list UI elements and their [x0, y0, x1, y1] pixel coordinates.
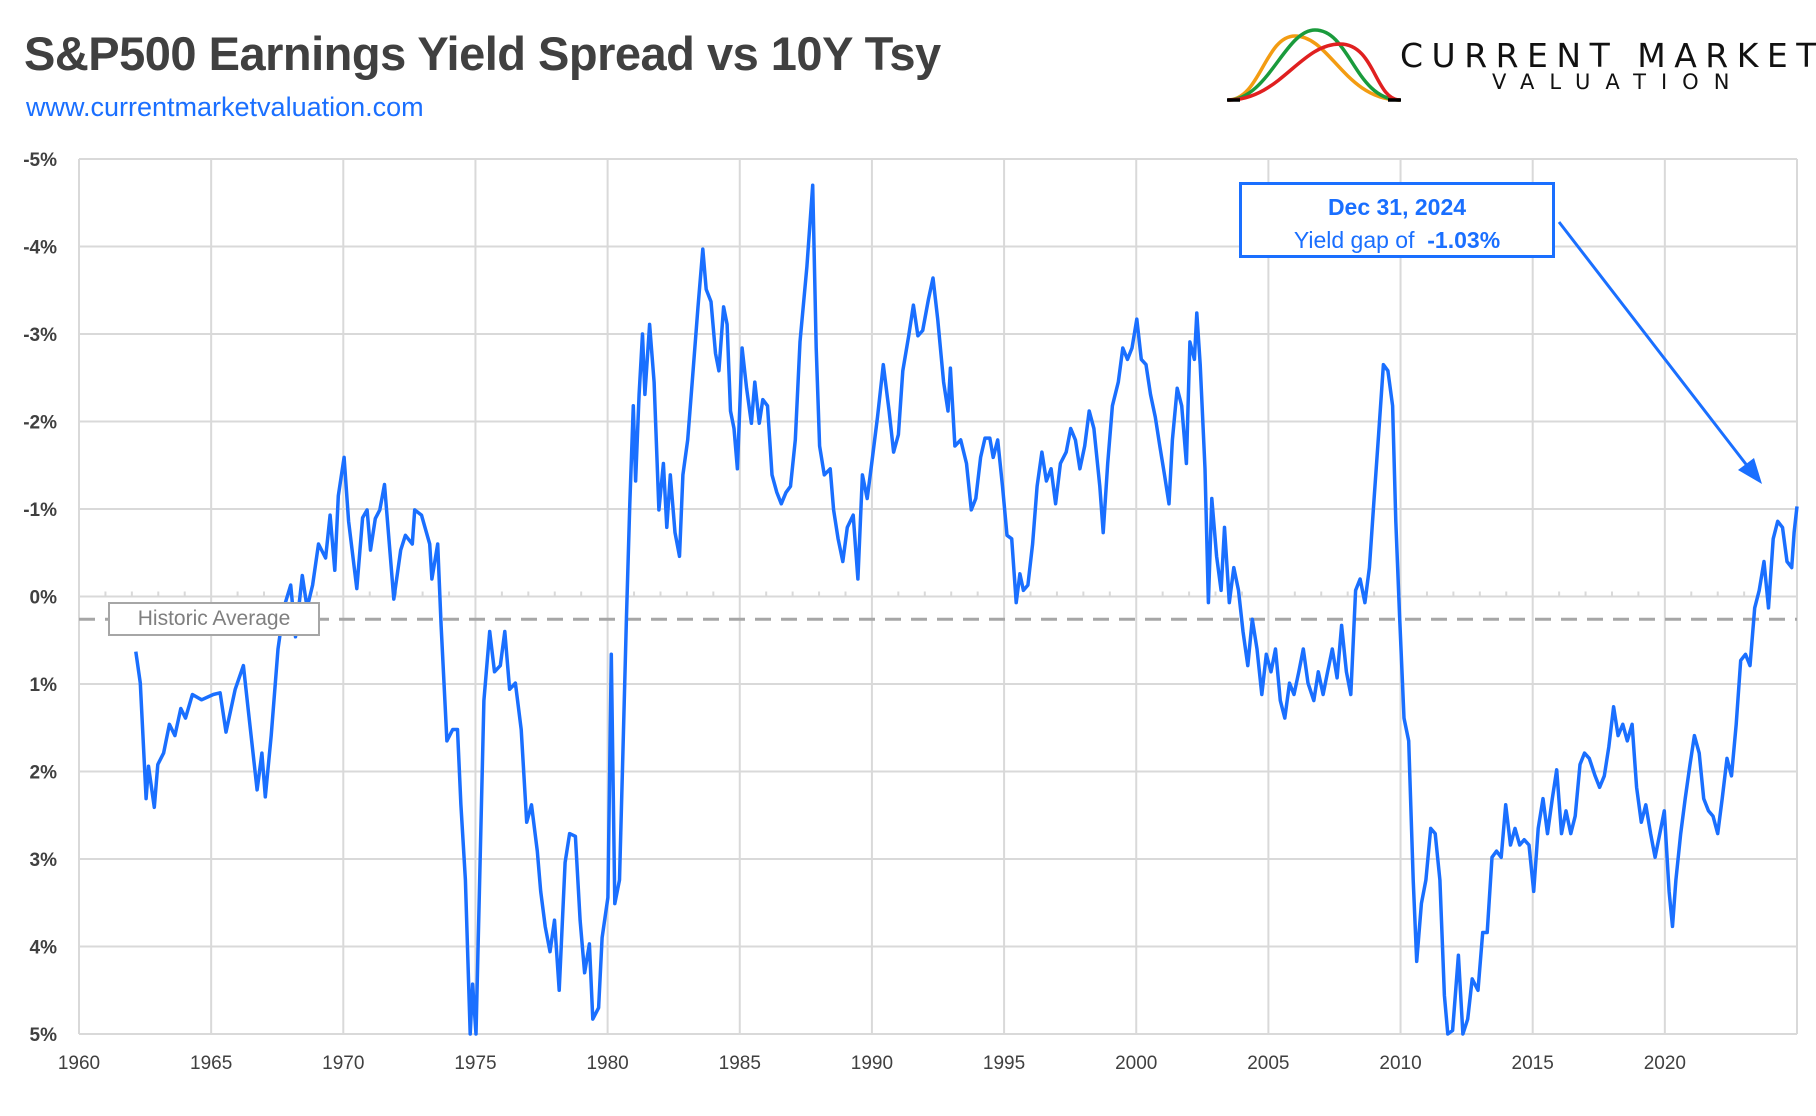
- x-tick-label: 2015: [1512, 1053, 1554, 1074]
- x-tick-label: 1980: [586, 1053, 628, 1074]
- chart-title: S&P500 Earnings Yield Spread vs 10Y Tsy: [24, 27, 941, 80]
- y-tick-label: 5%: [30, 1025, 58, 1046]
- x-tick-label: 2005: [1247, 1053, 1289, 1074]
- y-tick-label: -3%: [23, 325, 57, 346]
- annotation-box: Dec 31, 2024 Yield gap of -1.03%: [1239, 182, 1555, 258]
- y-tick-label: 3%: [30, 850, 58, 871]
- y-tick-label: -1%: [23, 500, 57, 521]
- x-tick-label: 1975: [454, 1053, 496, 1074]
- annotation-prefix: Yield gap of: [1293, 227, 1415, 253]
- website-link[interactable]: www.currentmarketvaluation.com: [26, 92, 424, 122]
- y-tick-label: -5%: [23, 150, 57, 171]
- x-tick-label: 2000: [1115, 1053, 1157, 1074]
- annotation-value: -1.03%: [1427, 227, 1501, 253]
- x-tick-label: 1995: [983, 1053, 1025, 1074]
- y-tick-label: 1%: [30, 675, 58, 696]
- annotation-arrow: [1557, 221, 1754, 473]
- logo-text-line1: CURRENT MARKET: [1400, 36, 1816, 75]
- x-tick-label: 2010: [1379, 1053, 1421, 1074]
- grid: [78, 158, 1798, 1035]
- y-axis: -5% -4% -3% -2% -1% 0% 1% 2% 3% 4% 5%: [23, 150, 57, 1046]
- annotation-text: Yield gap of -1.03%: [1242, 224, 1552, 257]
- arrow-head-icon: [1738, 458, 1762, 484]
- y-tick-label: -4%: [23, 238, 57, 259]
- x-tick-label: 1990: [851, 1053, 893, 1074]
- y-tick-label: -2%: [23, 413, 57, 434]
- x-axis: 1960 1965 1970 1975 1980 1985 1990 1995 2000 2005…: [58, 1053, 1686, 1074]
- x-tick-label: 1985: [719, 1053, 761, 1074]
- historic-average-label: Historic Average: [108, 602, 320, 636]
- annotation-date: Dec 31, 2024: [1327, 194, 1467, 220]
- y-tick-label: 4%: [30, 938, 58, 959]
- y-tick-label: 0%: [30, 588, 58, 609]
- x-tick-label: 1965: [190, 1053, 232, 1074]
- series-line: [134, 183, 1799, 1036]
- y-tick-label: 2%: [30, 763, 58, 784]
- x-tick-label: 1960: [58, 1053, 100, 1074]
- logo-text-line2: VALUATION: [1492, 70, 1745, 94]
- x-tick-label: 2020: [1644, 1053, 1686, 1074]
- x-tick-label: 1970: [322, 1053, 364, 1074]
